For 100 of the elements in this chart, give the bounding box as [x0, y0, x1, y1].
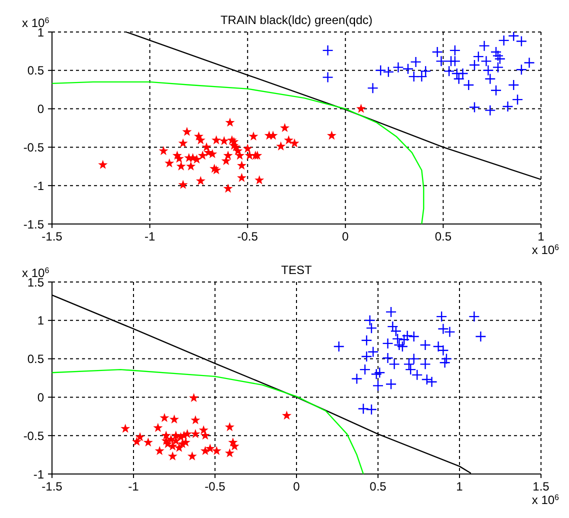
- point: [224, 422, 234, 432]
- point: [223, 184, 233, 193]
- point: [449, 56, 461, 67]
- point: [436, 310, 448, 322]
- point: [178, 180, 188, 189]
- point: [174, 154, 184, 163]
- x-tick-label: 1: [538, 230, 545, 244]
- point: [457, 68, 468, 80]
- point: [364, 314, 376, 326]
- y-tick-label: -1.5: [23, 217, 44, 232]
- point: [248, 131, 258, 140]
- point: [200, 446, 210, 456]
- point: [322, 44, 334, 56]
- point: [219, 136, 229, 146]
- point: [322, 72, 334, 83]
- point: [524, 57, 535, 68]
- point: [436, 56, 447, 67]
- point: [439, 357, 450, 368]
- x-tick-label: -0.5: [204, 480, 226, 494]
- point: [502, 100, 514, 112]
- x-tick-label: -1: [144, 230, 156, 244]
- point: [368, 346, 379, 358]
- point: [358, 403, 369, 414]
- point: [420, 66, 432, 77]
- point: [356, 104, 366, 113]
- point: [420, 358, 431, 370]
- point: [190, 429, 200, 438]
- point: [468, 59, 480, 71]
- point: [162, 439, 172, 448]
- point: [482, 64, 494, 76]
- text: x 10$^{6}$: [532, 242, 560, 257]
- x-tick-label: 1: [456, 480, 464, 494]
- point: [385, 306, 397, 318]
- point: [280, 123, 290, 132]
- point: [182, 429, 192, 438]
- point: [367, 82, 378, 94]
- point: [326, 130, 336, 140]
- point: [223, 150, 233, 160]
- point: [382, 66, 394, 78]
- point: [158, 146, 168, 156]
- y-tick-label: 0: [37, 390, 44, 404]
- point: [169, 414, 180, 424]
- x-tick-label: 0.5: [370, 480, 387, 494]
- point: [235, 150, 245, 160]
- point: [205, 444, 215, 453]
- point: [492, 62, 504, 73]
- y-tick-label: -1: [33, 467, 44, 482]
- point: [432, 46, 443, 58]
- point: [236, 160, 246, 170]
- point: [375, 64, 386, 76]
- point: [382, 338, 394, 350]
- point: [212, 446, 222, 456]
- point: [225, 118, 235, 127]
- point: [187, 451, 197, 460]
- x-tick-label: 0: [342, 230, 350, 244]
- point: [408, 330, 420, 342]
- point: [221, 156, 231, 166]
- point: [290, 138, 300, 148]
- point: [374, 367, 386, 378]
- point: [484, 73, 496, 84]
- point: [176, 161, 186, 170]
- point: [394, 339, 405, 351]
- point: [196, 135, 206, 144]
- x-tick-label: 0: [293, 480, 300, 494]
- point: [385, 378, 397, 390]
- point: [468, 310, 480, 322]
- point: [236, 172, 246, 182]
- line-series: [52, 368, 364, 474]
- point: [182, 126, 192, 136]
- point: [402, 330, 413, 342]
- point: [120, 424, 130, 433]
- point: [132, 436, 142, 446]
- point: [398, 334, 410, 346]
- point: [360, 334, 372, 346]
- point: [244, 150, 254, 160]
- point: [202, 142, 212, 152]
- point: [161, 430, 171, 440]
- point: [189, 392, 199, 402]
- point: [360, 350, 372, 362]
- point: [443, 66, 455, 77]
- point: [420, 339, 431, 351]
- point: [282, 410, 292, 420]
- point: [475, 330, 486, 342]
- point: [174, 442, 184, 452]
- point: [242, 144, 252, 153]
- x-tick-label: 0.5: [434, 230, 452, 244]
- point: [370, 368, 382, 380]
- point: [490, 84, 502, 96]
- point: [200, 430, 210, 440]
- point: [408, 353, 420, 364]
- point: [186, 161, 196, 170]
- point: [416, 70, 428, 82]
- point: [212, 135, 222, 144]
- point: [478, 40, 490, 52]
- chart-title: TEST: [281, 263, 312, 277]
- text: x 10$^{6}$: [532, 492, 560, 507]
- point: [516, 64, 528, 76]
- point: [224, 448, 234, 458]
- point: [508, 79, 520, 91]
- point: [359, 364, 371, 376]
